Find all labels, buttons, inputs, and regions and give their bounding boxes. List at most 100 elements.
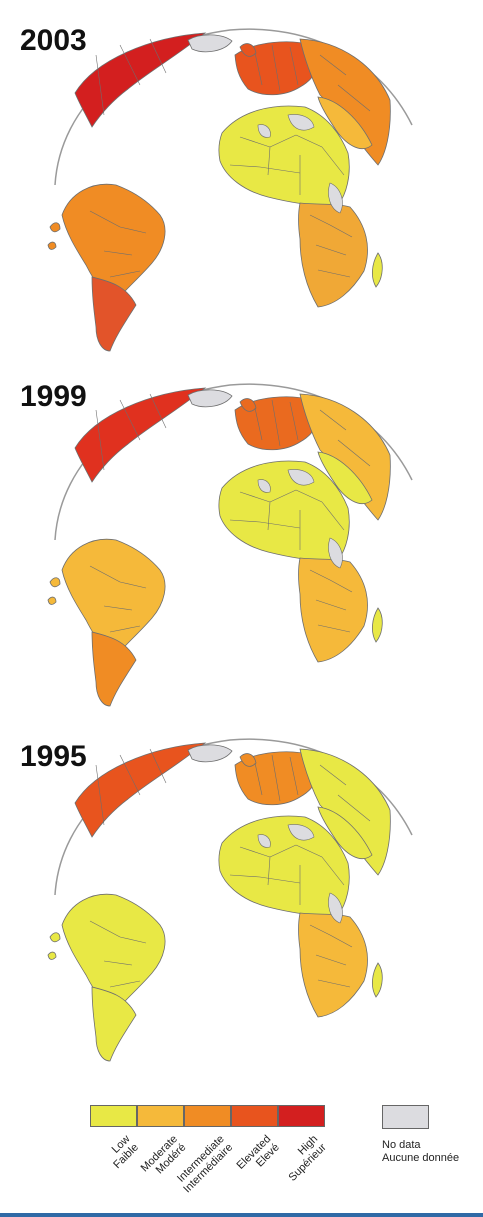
region-no-data [328,892,343,924]
country-border [119,581,147,589]
country-border [309,214,331,226]
no-data-fr: Aucune donnée [382,1152,460,1164]
country-border [289,756,299,796]
country-border [289,46,299,86]
country-border [103,250,133,256]
legend-label-elevated: Elevated Elevé [235,1133,282,1180]
country-border [315,244,347,256]
country-border [337,84,371,112]
country-border [229,874,261,878]
region-greenland [187,389,233,408]
country-border [269,489,297,503]
country-border [295,134,323,148]
country-border [317,269,351,278]
country-border [309,569,331,581]
country-border [319,54,347,76]
country-border [103,960,133,966]
country-border [103,605,133,611]
country-border [295,489,323,503]
region-na [74,742,207,838]
legend: Low Faible Moderate Modéré Intermediate Inter… [90,1105,483,1205]
region-madag [372,252,383,288]
region-isl2 [47,596,57,605]
region-isl1 [49,222,61,233]
country-border [337,439,371,467]
country-border [119,936,147,944]
country-border [149,748,167,784]
country-border [109,625,141,633]
country-border [119,226,147,234]
country-border [337,794,371,822]
country-border [319,409,347,431]
region-afs [298,912,368,1018]
country-border [321,501,345,531]
country-border [267,501,271,531]
region-no-data [287,469,315,486]
country-border [271,754,281,802]
region-sa1 [61,183,166,302]
region-greenland [187,34,233,53]
region-madag [372,962,383,998]
country-border [315,954,347,966]
country-border [254,407,263,441]
legend-swatch-elevated [231,1105,278,1127]
region-ru [299,393,391,521]
region-sa1 [61,538,166,657]
country-border [289,401,299,441]
country-border [239,136,271,148]
region-me [317,806,373,860]
region-na [74,387,207,483]
region-ru [299,38,391,166]
bottom-rule [0,1213,483,1217]
country-border [239,846,271,858]
legend-swatch-no-data [382,1105,429,1129]
country-border [259,521,301,529]
year-label: 1995 [20,740,87,773]
region-uk [239,43,257,57]
region-uk [239,753,257,767]
country-border [269,134,297,148]
legend-label-no-data: No data Aucune donnée [382,1139,459,1165]
country-border [229,164,261,168]
region-afs [298,557,368,663]
region-madag [372,607,383,643]
country-border [254,52,263,86]
region-afs [298,202,368,308]
country-border [95,54,105,116]
legend-label-high: High Supérieur [278,1133,329,1184]
country-border [329,579,353,593]
year-label: 2003 [20,24,87,57]
year-label: 1999 [20,380,87,413]
region-sa2 [91,276,137,352]
region-sa2 [91,986,137,1062]
legend-swatch-intermediate [184,1105,231,1127]
region-no-data [257,479,271,493]
region-uk [239,398,257,412]
country-border [329,224,353,238]
country-border [109,270,141,278]
region-me [317,96,373,150]
region-no-data [287,114,315,131]
region-no-data [257,124,271,138]
legend-swatch-high [278,1105,325,1127]
country-border [119,754,141,796]
country-border [254,762,263,796]
legend-label-low: Low Faible [103,1133,141,1171]
country-border [315,599,347,611]
legend-swatch-low [90,1105,137,1127]
country-border [309,924,331,936]
legend-swatch-moderate [137,1105,184,1127]
region-na [74,32,207,128]
region-greenland [187,744,233,763]
country-border [239,491,271,503]
country-border [95,764,105,826]
globe-map [47,383,413,707]
region-me [317,451,373,505]
region-isl1 [49,577,61,588]
country-border [89,920,121,938]
globe-map [47,738,413,1062]
country-border [149,38,167,74]
region-isl1 [49,932,61,943]
country-border [321,856,345,886]
country-border [95,409,105,471]
